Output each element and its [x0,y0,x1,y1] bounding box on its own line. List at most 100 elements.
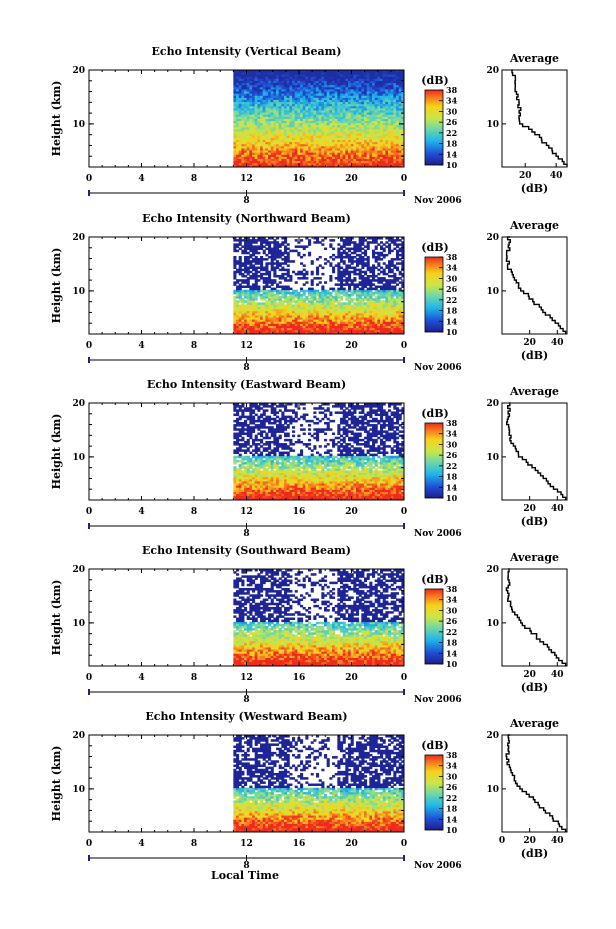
heatmap-cell [364,114,368,117]
heatmap-cell [321,118,325,122]
heatmap-cell [302,160,306,164]
heatmap-cell [396,80,400,84]
heatmap-cell [358,158,362,162]
heatmap-cell [366,164,370,168]
heatmap-cell [356,148,360,151]
heatmap-cell [268,116,272,119]
heatmap-cell [382,97,386,100]
heatmap-cell [382,137,386,140]
heatmap-cell [361,131,365,134]
heatmap-cell [377,118,381,122]
heatmap-cell [281,148,285,151]
heatmap-cell [241,262,245,265]
heatmap-cell [257,82,261,86]
heatmap-cell [284,114,288,117]
heatmap-cell [364,105,368,109]
heatmap-cell [252,162,256,166]
heatmap-cell [308,110,312,113]
heatmap-cell [324,148,328,151]
heatmap-cell [286,135,290,138]
heatmap-cell [273,97,277,100]
heatmap-cell [241,152,245,155]
heatmap-cell [329,255,333,259]
heatmap-cell [302,107,306,111]
heatmap-cell [262,148,266,151]
heatmap-cell [342,148,346,151]
heatmap-cell [318,150,322,153]
heatmap-cell [382,277,386,280]
heatmap-cell [300,262,304,265]
heatmap-cell [401,116,405,119]
heatmap-cell [396,124,400,128]
heatmap-cell [361,135,365,138]
heatmap-cell [364,91,368,94]
heatmap-cell [276,129,280,132]
heatmap-cell [388,95,392,98]
heatmap-cell [374,162,378,166]
heatmap-cell [300,293,304,297]
heatmap-cell [340,139,344,143]
heatmap-cell [382,124,386,128]
heatmap-cell [297,154,301,157]
heatmap-cell [364,101,368,105]
heatmap-cell [289,86,293,90]
heatmap-cell [236,249,240,253]
heatmap-cell [238,145,242,149]
heatmap-cell [246,143,250,147]
heatmap-cell [236,260,240,263]
heatmap-cell [310,80,314,84]
heatmap-cell [302,114,306,117]
heatmap-cell [284,156,288,159]
heatmap-cell [297,133,301,136]
heatmap-cell [238,118,242,122]
heatmap-cell [372,107,376,111]
heatmap-cell [281,131,285,134]
heatmap-cell [353,80,357,84]
heatmap-cell [273,160,277,164]
heatmap-cell [310,82,314,86]
heatmap-cell [302,156,306,159]
heatmap-cell [292,97,296,100]
heatmap-cell [377,158,381,162]
heatmap-cell [356,116,360,119]
heatmap-cell [308,124,312,128]
heatmap-cell [398,84,402,88]
heatmap-cell [310,270,314,274]
heatmap-cell [297,105,301,109]
heatmap-cell [361,86,365,90]
heatmap-cell [385,112,389,115]
heatmap-cell [385,97,389,100]
heatmap-cell [321,93,325,96]
heatmap-cell [297,160,301,164]
heatmap-cell [278,164,282,168]
heatmap-cell [233,148,237,151]
heatmap-cell [337,93,341,96]
heatmap-cell [337,139,341,143]
heatmap-cell [372,118,376,122]
heatmap-cell [249,80,253,84]
heatmap-cell [262,82,266,86]
heatmap-cell [380,124,384,128]
heatmap-cell [252,139,256,143]
heatmap-cell [310,110,314,113]
heatmap-cell [361,162,365,166]
heatmap-cell [340,101,344,105]
heatmap-cell [313,156,317,159]
heatmap-cell [393,122,397,126]
heatmap-cell [292,124,296,128]
heatmap-cell [246,124,250,128]
heatmap-cell [364,116,368,119]
heatmap-cell [310,112,314,115]
heatmap-cell [265,110,269,113]
heatmap-cell [318,148,322,151]
heatmap-cell [265,145,269,149]
heatmap-cell [324,131,328,134]
heatmap-cell [273,120,277,124]
heatmap-cell [401,84,405,88]
heatmap-cell [361,129,365,132]
heatmap-cell [377,88,381,92]
heatmap-cell [276,152,280,155]
heatmap-cell [257,99,261,103]
heatmap-cell [236,139,240,143]
heatmap-cell [305,126,309,130]
